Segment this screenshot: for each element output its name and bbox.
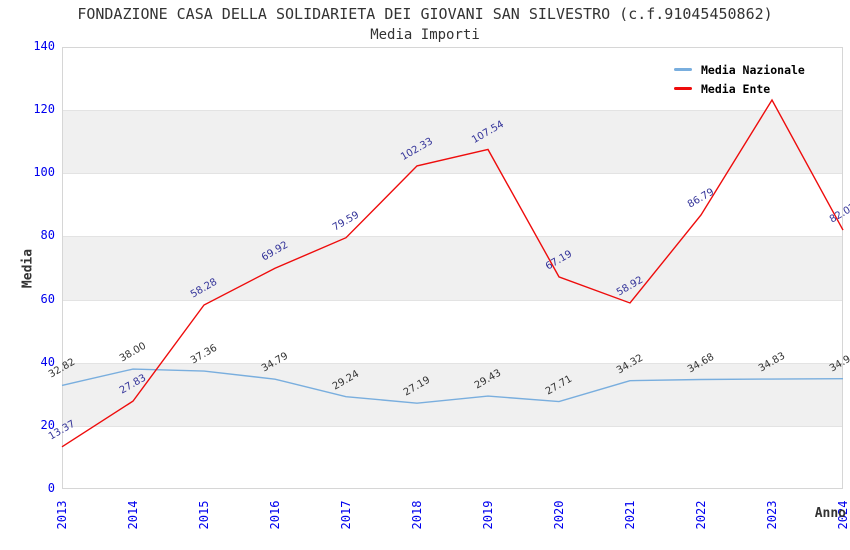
legend-label: Media Ente <box>701 81 771 96</box>
series-lines <box>61 98 844 448</box>
gridline <box>63 299 842 301</box>
legend-label: Media Nazionale <box>701 62 805 77</box>
y-tick-label: 0 <box>47 481 55 495</box>
x-tick-label: 2016 <box>268 500 282 530</box>
x-tick-label: 2021 <box>623 500 637 530</box>
y-tick-label: 20 <box>40 417 55 432</box>
legend: Media Nazionale Media Ente <box>674 60 805 98</box>
band <box>63 362 842 426</box>
chart-title: FONDAZIONE CASA DELLA SOLIDARIETA DEI GI… <box>77 5 773 23</box>
y-tick-label: 120 <box>33 102 55 117</box>
legend-item-media-ente: Media Ente <box>674 79 805 98</box>
x-tick-label: 2018 <box>410 500 424 530</box>
x-tick-label: 2022 <box>694 500 708 530</box>
x-axis-title: Anno <box>814 506 846 521</box>
chart-subtitle: Media Importi <box>370 27 480 43</box>
y-axis-title: Media <box>20 248 36 289</box>
series-line-media-ente <box>61 98 844 448</box>
x-tick-label: 2013 <box>55 500 69 530</box>
x-tick-label: 2020 <box>552 500 566 530</box>
y-tick-label: 80 <box>40 228 55 243</box>
gridline <box>63 236 842 238</box>
line-swatch-icon <box>674 68 692 71</box>
gridline <box>63 362 842 364</box>
series-line-media-nazionale <box>61 368 844 404</box>
line-swatch-icon <box>674 87 692 90</box>
band <box>63 110 842 174</box>
y-tick-label: 140 <box>33 39 55 53</box>
gridline <box>63 110 842 112</box>
x-tick-label: 2015 <box>197 500 211 530</box>
gridline <box>63 425 842 427</box>
y-tick-label: 100 <box>33 165 55 180</box>
x-tick-label: 2017 <box>339 500 353 530</box>
gridline <box>63 173 842 175</box>
band <box>63 236 842 300</box>
y-tick-label: 40 <box>40 354 55 369</box>
x-tick-label: 2014 <box>126 500 140 530</box>
legend-item-media-nazionale: Media Nazionale <box>674 60 805 79</box>
x-tick-label: 2019 <box>481 500 495 530</box>
y-tick-label: 60 <box>40 291 55 306</box>
x-tick-label: 2023 <box>765 500 779 530</box>
